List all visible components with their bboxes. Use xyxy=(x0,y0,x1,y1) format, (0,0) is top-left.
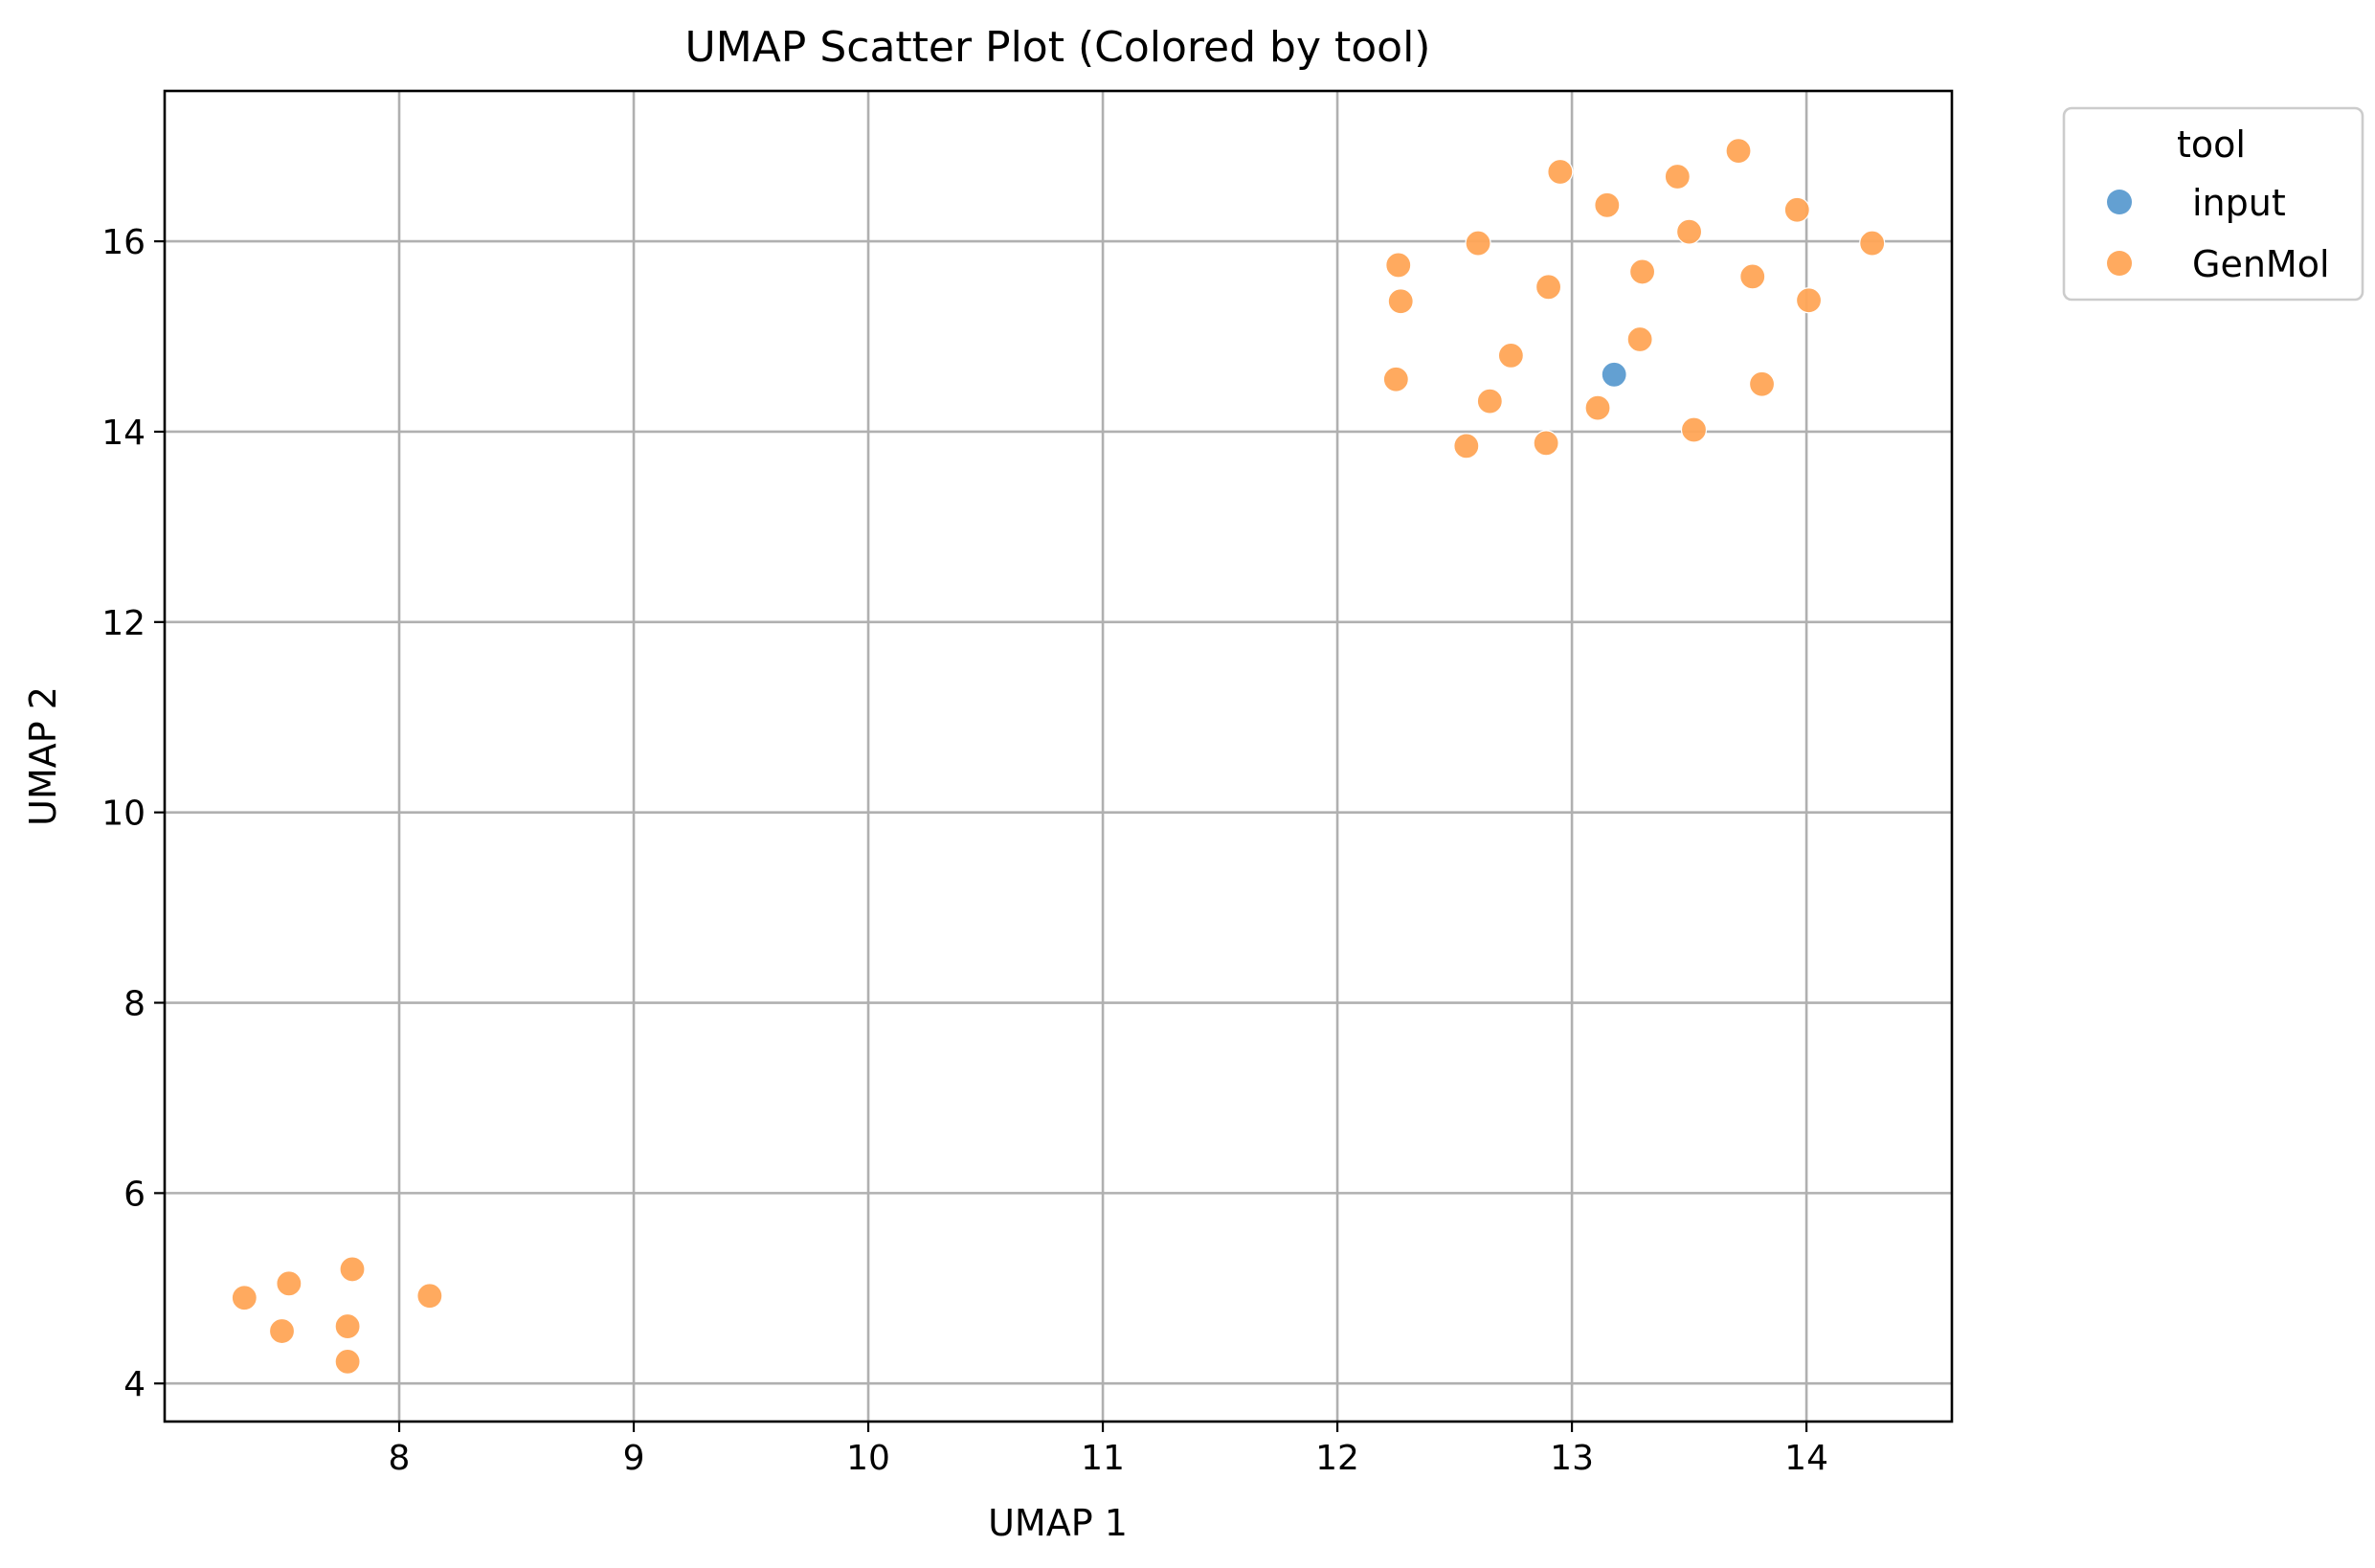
data-point-genmol xyxy=(1680,416,1708,443)
data-point-genmol xyxy=(1465,230,1491,257)
x-tick-label: 13 xyxy=(1550,1439,1594,1478)
y-tick-label: 14 xyxy=(101,414,146,453)
data-point-genmol xyxy=(1382,366,1409,392)
y-axis-label: UMAP 2 xyxy=(22,686,64,826)
data-point-genmol xyxy=(1453,433,1480,459)
y-tick-label: 4 xyxy=(123,1365,146,1404)
data-point-genmol xyxy=(1476,388,1503,414)
data-point-genmol xyxy=(1739,263,1766,290)
legend: tool input GenMol xyxy=(2062,106,2364,302)
data-point-genmol xyxy=(1584,394,1611,421)
x-tick-label: 8 xyxy=(389,1439,411,1478)
y-tick-label: 8 xyxy=(123,985,146,1024)
plot-area-frame xyxy=(163,89,1954,1423)
x-tick-label: 14 xyxy=(1784,1439,1828,1478)
data-point-genmol xyxy=(416,1283,443,1310)
data-point-genmol xyxy=(1535,274,1562,301)
legend-label-input: input xyxy=(2192,182,2286,224)
data-point-genmol xyxy=(1783,196,1810,223)
chart-title: UMAP Scatter Plot (Colored by tool) xyxy=(685,23,1431,72)
x-tick-label: 11 xyxy=(1081,1439,1125,1478)
y-tick-label: 6 xyxy=(123,1175,146,1214)
y-tick-label: 16 xyxy=(101,223,146,262)
data-point-genmol xyxy=(334,1312,361,1340)
legend-box xyxy=(2062,106,2364,302)
data-point-genmol xyxy=(1626,325,1653,353)
x-axis-label: UMAP 1 xyxy=(988,1502,1128,1544)
x-tick-label: 12 xyxy=(1315,1439,1359,1478)
data-point-genmol xyxy=(1385,252,1412,279)
axis-ticks: 8 9 10 11 12 13 14 4 6 8 10 12 14 16 xyxy=(101,223,1828,1478)
legend-title: tool xyxy=(2177,123,2246,166)
legend-label-genmol: GenMol xyxy=(2192,243,2330,285)
grid-lines xyxy=(165,91,1952,1422)
data-point-genmol xyxy=(334,1348,361,1375)
data-point-genmol xyxy=(1859,230,1886,257)
x-tick-label: 10 xyxy=(846,1439,890,1478)
data-point-genmol xyxy=(1748,370,1776,397)
data-point-genmol xyxy=(1594,191,1621,218)
data-point-genmol xyxy=(1497,342,1524,370)
scatter-points xyxy=(231,138,1886,1375)
data-point-input xyxy=(1601,361,1627,388)
data-point-genmol xyxy=(1547,158,1574,186)
data-point-genmol xyxy=(1675,218,1703,245)
data-point-genmol xyxy=(1664,163,1691,190)
legend-marker-input xyxy=(2107,190,2132,214)
x-tick-label: 9 xyxy=(623,1439,645,1478)
y-tick-label: 12 xyxy=(101,604,146,643)
y-tick-label: 10 xyxy=(101,795,146,834)
data-point-genmol xyxy=(1533,430,1559,457)
data-point-genmol xyxy=(339,1256,366,1283)
legend-marker-genmol xyxy=(2107,251,2132,276)
data-point-genmol xyxy=(1628,258,1656,285)
data-point-genmol xyxy=(1387,288,1414,315)
data-point-genmol xyxy=(268,1317,296,1345)
data-point-genmol xyxy=(1725,138,1752,165)
data-point-genmol xyxy=(276,1270,302,1297)
data-point-genmol xyxy=(1795,287,1823,314)
data-point-genmol xyxy=(231,1285,258,1311)
